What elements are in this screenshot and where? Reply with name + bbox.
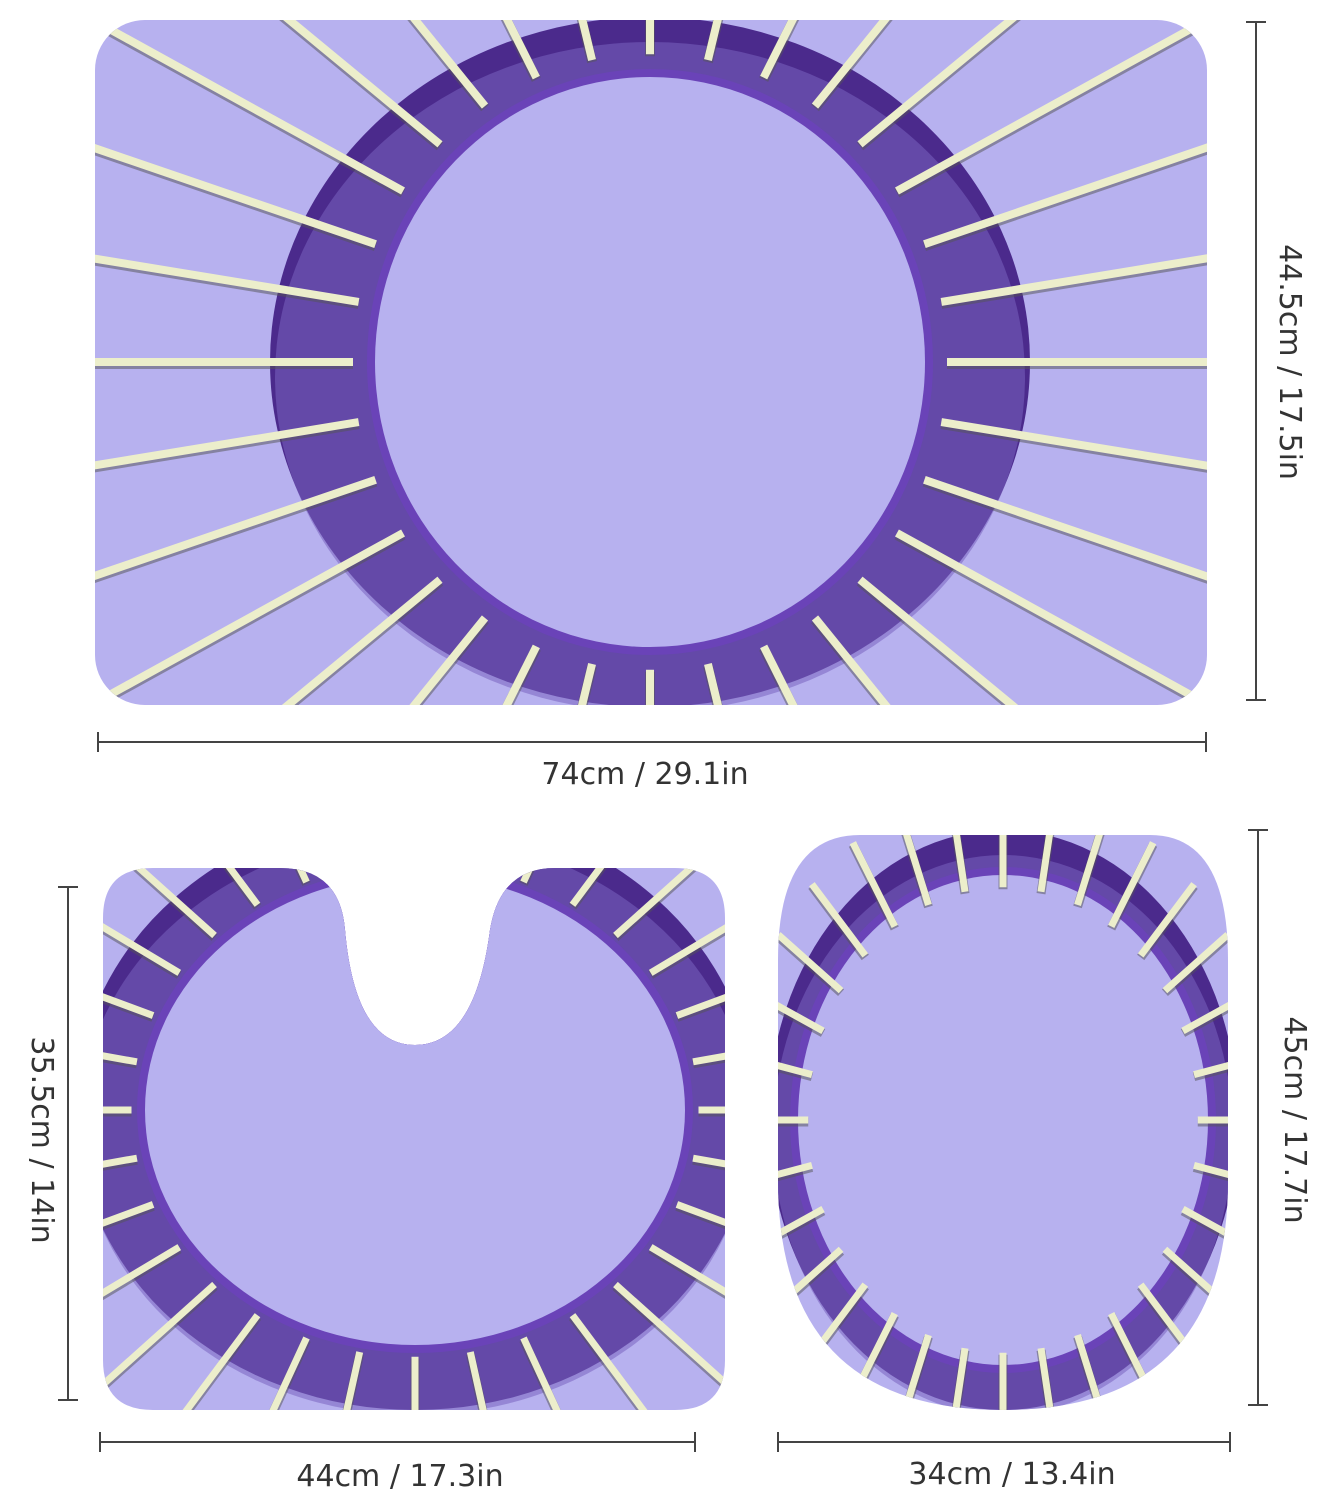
ray (216, 1336, 310, 1410)
ray (1074, 835, 1110, 907)
inner-field (145, 875, 685, 1345)
inner-field (798, 875, 1208, 1365)
ray (613, 868, 725, 939)
ray (1193, 1162, 1228, 1189)
ray (110, 20, 443, 148)
ray (128, 1313, 261, 1410)
ray (923, 94, 1207, 248)
ray (1037, 835, 1060, 893)
ray (95, 20, 405, 195)
ray (1108, 841, 1157, 929)
dimension-label: 35.5cm / 14in (24, 1036, 59, 1243)
ray (520, 1336, 614, 1410)
ray (1074, 1333, 1110, 1410)
ray (946, 835, 969, 893)
ray (809, 882, 869, 958)
dimension-label: 74cm / 29.1in (541, 757, 748, 792)
ray (103, 868, 217, 939)
ray (895, 529, 1207, 705)
ray (312, 1351, 364, 1410)
ray (675, 1201, 725, 1286)
ray (95, 94, 377, 248)
ray (648, 1244, 725, 1364)
ray (778, 1051, 813, 1078)
ray (103, 1201, 155, 1286)
ray (1037, 1347, 1060, 1410)
ray (940, 223, 1207, 306)
lid-cover (778, 835, 1228, 1410)
ray (896, 1333, 932, 1410)
dimension-label: 45cm / 17.7in (1277, 1016, 1312, 1223)
ray (940, 418, 1207, 501)
ray (811, 20, 1076, 109)
ray (216, 868, 310, 884)
ray (946, 1347, 969, 1410)
ray (778, 989, 825, 1034)
ray (1162, 932, 1228, 994)
ray (778, 932, 844, 994)
ray (569, 868, 702, 907)
ray (95, 418, 360, 501)
ray (103, 1281, 217, 1410)
ray (778, 1206, 825, 1251)
ray (224, 615, 489, 705)
ray (675, 934, 725, 1019)
ray (128, 868, 261, 907)
ray (95, 529, 405, 705)
ray (895, 20, 1207, 195)
ray (613, 1281, 725, 1410)
dimension-label: 34cm / 13.4in (908, 1457, 1115, 1492)
ray (648, 868, 725, 976)
ray (849, 841, 898, 929)
ray (857, 576, 1190, 705)
dimension-label: 44cm / 17.3in (296, 1459, 503, 1494)
ray (466, 1351, 518, 1410)
ray (95, 223, 360, 306)
ray (923, 476, 1207, 630)
ray (1137, 882, 1197, 958)
inner-field (375, 77, 925, 647)
ray (1193, 1051, 1228, 1078)
ray (778, 1162, 813, 1189)
dimension-label: 44.5cm / 17.5in (1272, 244, 1307, 480)
ray (103, 868, 182, 976)
contour-mat (103, 868, 725, 1410)
ray (95, 476, 377, 630)
ray (857, 20, 1190, 148)
ray (224, 20, 489, 109)
bath-mat (95, 20, 1207, 705)
ray (110, 576, 443, 705)
ray (569, 1313, 702, 1410)
ray (103, 934, 155, 1019)
ray-shadow (215, 868, 311, 886)
ray (896, 835, 932, 907)
ray (1181, 1206, 1228, 1251)
ray (1181, 989, 1228, 1034)
ray (103, 1244, 182, 1364)
ray (811, 615, 1076, 705)
